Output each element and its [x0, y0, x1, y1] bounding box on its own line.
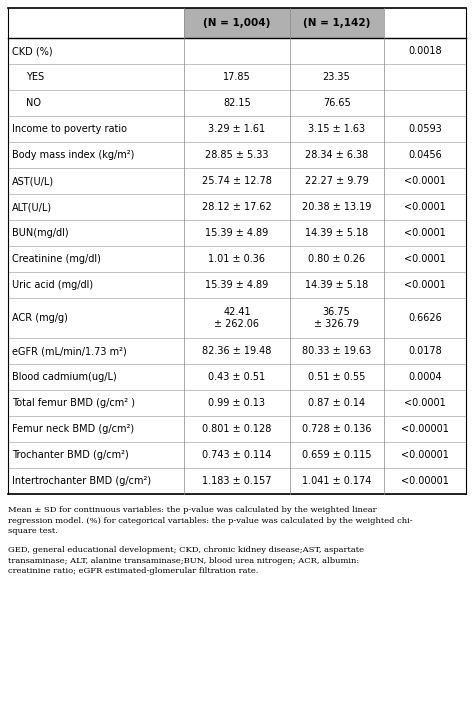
- Text: eGFR (mL/min/1.73 m²): eGFR (mL/min/1.73 m²): [12, 346, 127, 356]
- Text: Total femur BMD (g/cm² ): Total femur BMD (g/cm² ): [12, 398, 135, 408]
- Text: Intertrochanter BMD (g/cm²): Intertrochanter BMD (g/cm²): [12, 476, 151, 486]
- Text: <0.0001: <0.0001: [404, 202, 446, 212]
- Text: 15.39 ± 4.89: 15.39 ± 4.89: [205, 280, 269, 290]
- Text: Body mass index (kg/m²): Body mass index (kg/m²): [12, 150, 134, 160]
- Text: <0.0001: <0.0001: [404, 398, 446, 408]
- Text: <0.00001: <0.00001: [401, 450, 449, 460]
- Text: 0.743 ± 0.114: 0.743 ± 0.114: [202, 450, 272, 460]
- Text: NO: NO: [26, 98, 41, 108]
- Text: <0.0001: <0.0001: [404, 280, 446, 290]
- Text: 0.659 ± 0.115: 0.659 ± 0.115: [302, 450, 371, 460]
- Text: 76.65: 76.65: [323, 98, 350, 108]
- Text: (N = 1,004): (N = 1,004): [203, 18, 271, 28]
- Text: 0.0178: 0.0178: [408, 346, 442, 356]
- Text: Mean ± SD for continuous variables: the p-value was calculated by the weighted l: Mean ± SD for continuous variables: the …: [8, 506, 413, 535]
- Text: 28.12 ± 17.62: 28.12 ± 17.62: [202, 202, 272, 212]
- Text: <0.00001: <0.00001: [401, 476, 449, 486]
- Text: 1.183 ± 0.157: 1.183 ± 0.157: [202, 476, 272, 486]
- Text: <0.0001: <0.0001: [404, 228, 446, 238]
- Text: Blood cadmium(ug/L): Blood cadmium(ug/L): [12, 372, 117, 382]
- Text: Uric acid (mg/dl): Uric acid (mg/dl): [12, 280, 93, 290]
- Text: 42.41
± 262.06: 42.41 ± 262.06: [215, 307, 259, 329]
- Text: GED, general educational development; CKD, chronic kidney disease;AST, aspartate: GED, general educational development; CK…: [8, 546, 364, 576]
- Text: Trochanter BMD (g/cm²): Trochanter BMD (g/cm²): [12, 450, 129, 460]
- Text: 0.87 ± 0.14: 0.87 ± 0.14: [308, 398, 365, 408]
- Text: 14.39 ± 5.18: 14.39 ± 5.18: [305, 280, 368, 290]
- Text: <0.00001: <0.00001: [401, 424, 449, 434]
- Text: (N = 1,142): (N = 1,142): [303, 18, 370, 28]
- Text: 0.80 ± 0.26: 0.80 ± 0.26: [308, 254, 365, 264]
- Text: 28.34 ± 6.38: 28.34 ± 6.38: [305, 150, 368, 160]
- Text: <0.0001: <0.0001: [404, 254, 446, 264]
- Text: 0.801 ± 0.128: 0.801 ± 0.128: [202, 424, 272, 434]
- Text: AST(U/L): AST(U/L): [12, 176, 54, 186]
- Text: Income to poverty ratio: Income to poverty ratio: [12, 124, 127, 134]
- Text: ACR (mg/g): ACR (mg/g): [12, 313, 68, 323]
- Text: 23.35: 23.35: [323, 72, 350, 82]
- Text: 3.15 ± 1.63: 3.15 ± 1.63: [308, 124, 365, 134]
- Text: 1.01 ± 0.36: 1.01 ± 0.36: [209, 254, 265, 264]
- Text: 28.85 ± 5.33: 28.85 ± 5.33: [205, 150, 269, 160]
- Text: 14.39 ± 5.18: 14.39 ± 5.18: [305, 228, 368, 238]
- Text: 0.0456: 0.0456: [408, 150, 442, 160]
- Text: CKD (%): CKD (%): [12, 46, 53, 56]
- Text: 15.39 ± 4.89: 15.39 ± 4.89: [205, 228, 269, 238]
- Text: 82.15: 82.15: [223, 98, 251, 108]
- Text: BUN(mg/dl): BUN(mg/dl): [12, 228, 69, 238]
- Text: 0.43 ± 0.51: 0.43 ± 0.51: [209, 372, 265, 382]
- Text: 3.29 ± 1.61: 3.29 ± 1.61: [209, 124, 265, 134]
- Text: Creatinine (mg/dl): Creatinine (mg/dl): [12, 254, 101, 264]
- Text: Femur neck BMD (g/cm²): Femur neck BMD (g/cm²): [12, 424, 134, 434]
- Text: 0.0018: 0.0018: [408, 46, 442, 56]
- Text: 0.6626: 0.6626: [408, 313, 442, 323]
- Text: 22.27 ± 9.79: 22.27 ± 9.79: [305, 176, 368, 186]
- Text: 0.728 ± 0.136: 0.728 ± 0.136: [302, 424, 371, 434]
- Text: YES: YES: [26, 72, 44, 82]
- Text: ALT(U/L): ALT(U/L): [12, 202, 52, 212]
- Text: 0.51 ± 0.55: 0.51 ± 0.55: [308, 372, 365, 382]
- Text: 25.74 ± 12.78: 25.74 ± 12.78: [202, 176, 272, 186]
- Text: 82.36 ± 19.48: 82.36 ± 19.48: [202, 346, 272, 356]
- Text: 20.38 ± 13.19: 20.38 ± 13.19: [302, 202, 371, 212]
- Bar: [184, 8, 383, 38]
- Text: 80.33 ± 19.63: 80.33 ± 19.63: [302, 346, 371, 356]
- Text: 17.85: 17.85: [223, 72, 251, 82]
- Text: 0.0004: 0.0004: [408, 372, 442, 382]
- Text: 0.99 ± 0.13: 0.99 ± 0.13: [209, 398, 265, 408]
- Text: 36.75
± 326.79: 36.75 ± 326.79: [314, 307, 359, 329]
- Text: <0.0001: <0.0001: [404, 176, 446, 186]
- Text: 1.041 ± 0.174: 1.041 ± 0.174: [302, 476, 371, 486]
- Text: 0.0593: 0.0593: [408, 124, 442, 134]
